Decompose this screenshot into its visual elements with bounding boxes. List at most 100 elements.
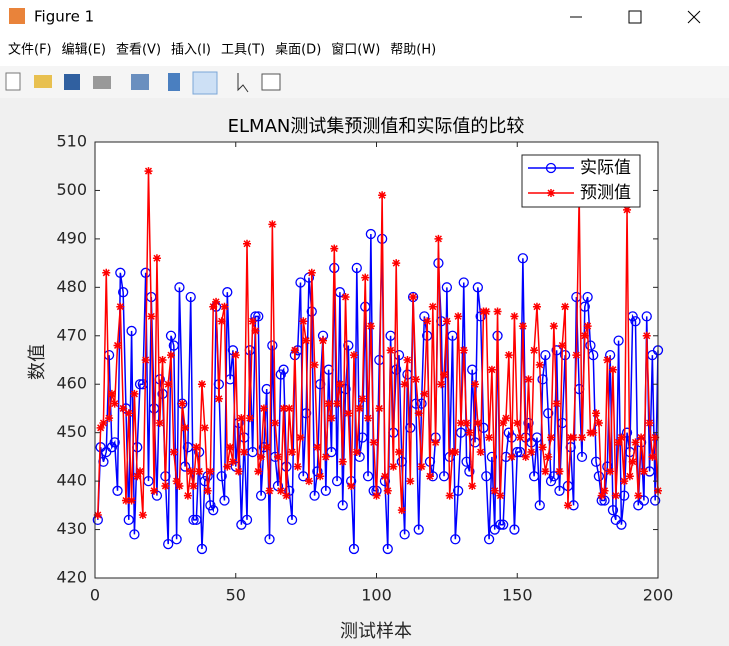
asterisk-marker xyxy=(468,481,477,490)
link-icon[interactable] xyxy=(131,74,149,90)
asterisk-marker xyxy=(473,418,482,427)
asterisk-marker xyxy=(547,433,556,442)
asterisk-marker xyxy=(304,477,313,486)
legend-icon[interactable] xyxy=(192,71,218,95)
asterisk-marker xyxy=(200,423,209,432)
asterisk-marker xyxy=(338,457,347,466)
asterisk-marker xyxy=(490,486,499,495)
asterisk-marker xyxy=(420,389,429,398)
circle-marker xyxy=(163,538,174,550)
save-icon[interactable] xyxy=(64,74,80,90)
asterisk-marker xyxy=(152,254,161,263)
open-icon[interactable] xyxy=(34,75,52,88)
asterisk-marker xyxy=(102,268,111,277)
y-tick-label: 430 xyxy=(56,519,87,538)
asterisk-marker xyxy=(259,404,268,413)
circle-marker xyxy=(472,282,483,293)
asterisk-marker xyxy=(349,351,358,360)
asterisk-marker xyxy=(380,472,389,481)
y-tick-label: 490 xyxy=(56,228,87,247)
asterisk-marker xyxy=(417,462,426,471)
circle-marker xyxy=(126,325,137,337)
asterisk-marker xyxy=(589,428,598,437)
print-icon[interactable] xyxy=(93,76,111,89)
circle-marker xyxy=(112,485,123,496)
circle-marker xyxy=(438,471,450,482)
asterisk-marker xyxy=(361,273,370,282)
circle-marker xyxy=(523,417,534,429)
menu-item[interactable]: 编辑(E) xyxy=(62,43,106,58)
circle-marker xyxy=(196,543,208,555)
asterisk-marker xyxy=(226,443,235,452)
y-axis-label: 数值 xyxy=(27,344,48,380)
circle-marker xyxy=(548,471,559,482)
asterisk-marker xyxy=(206,467,215,476)
circle-marker xyxy=(517,253,529,264)
circle-marker xyxy=(165,330,177,341)
maximize-button[interactable] xyxy=(628,10,642,24)
circle-marker xyxy=(551,345,562,356)
circle-marker xyxy=(326,446,337,458)
asterisk-marker xyxy=(296,433,305,442)
circle-marker xyxy=(137,379,149,390)
menu-item[interactable]: 文件(F) xyxy=(8,43,52,58)
asterisk-marker xyxy=(541,467,550,476)
asterisk-marker xyxy=(327,414,336,423)
asterisk-marker xyxy=(445,491,454,500)
x-tick-label: 100 xyxy=(361,586,392,605)
menu-item[interactable]: 帮助(H) xyxy=(390,43,436,58)
circle-marker xyxy=(267,340,278,351)
circle-marker xyxy=(185,291,196,303)
x-axis-label: 测试样本 xyxy=(340,621,412,642)
y-tick-label: 460 xyxy=(56,374,87,393)
asterisk-marker xyxy=(195,467,204,476)
circle-marker xyxy=(309,490,320,501)
circle-marker xyxy=(123,514,134,526)
asterisk-marker xyxy=(299,317,308,326)
pointer-icon[interactable] xyxy=(237,73,249,93)
asterisk-marker xyxy=(425,472,434,481)
circle-marker xyxy=(118,287,129,298)
asterisk-marker xyxy=(155,418,164,427)
circle-marker xyxy=(498,519,509,530)
asterisk-marker xyxy=(107,389,116,398)
circle-marker xyxy=(174,282,185,293)
asterisk-marker xyxy=(220,302,229,311)
circle-marker xyxy=(481,471,492,482)
asterisk-marker xyxy=(631,438,640,447)
circle-marker xyxy=(365,228,377,240)
menu-item[interactable]: 窗口(W) xyxy=(331,42,380,58)
menu-item[interactable]: 桌面(D) xyxy=(275,43,321,58)
colorbar-icon[interactable] xyxy=(168,73,180,91)
asterisk-marker xyxy=(395,448,404,457)
circle-marker xyxy=(222,287,233,298)
circle-marker xyxy=(253,311,264,322)
asterisk-marker xyxy=(124,409,133,418)
new-icon[interactable] xyxy=(5,72,21,91)
menu-item[interactable]: 工具(T) xyxy=(221,43,265,58)
circle-marker xyxy=(241,514,253,526)
circle-marker xyxy=(286,514,298,526)
app-icon xyxy=(9,8,25,24)
asterisk-marker xyxy=(561,302,570,311)
circle-marker xyxy=(467,364,478,375)
close-button[interactable] xyxy=(687,10,701,24)
asterisk-marker xyxy=(397,506,406,515)
asterisk-marker xyxy=(471,380,480,389)
asterisk-marker xyxy=(251,326,260,335)
asterisk-marker xyxy=(110,399,119,408)
asterisk-marker xyxy=(130,389,139,398)
asterisk-marker xyxy=(144,167,153,176)
plot xyxy=(92,167,664,555)
menu-item[interactable]: 插入(I) xyxy=(171,43,211,58)
menu-item[interactable]: 查看(V) xyxy=(116,42,161,58)
circle-marker xyxy=(168,340,179,351)
circle-marker xyxy=(638,495,650,506)
asterisk-marker xyxy=(307,268,316,277)
property-icon[interactable] xyxy=(261,73,281,91)
circle-marker xyxy=(219,495,230,506)
asterisk-marker xyxy=(169,448,178,457)
y-tick-label: 420 xyxy=(56,568,87,587)
asterisk-marker xyxy=(437,380,446,389)
asterisk-marker xyxy=(192,443,201,452)
